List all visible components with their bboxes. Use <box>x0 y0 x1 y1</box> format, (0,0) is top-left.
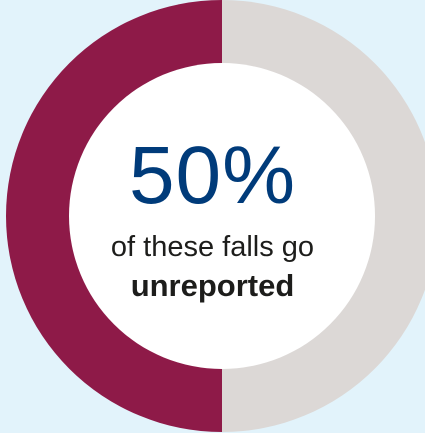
percent-value: 50% <box>128 130 297 221</box>
donut-center-circle <box>69 63 375 369</box>
caption-line-2: unreported <box>130 268 295 303</box>
caption-line-1: of these falls go <box>110 231 315 263</box>
